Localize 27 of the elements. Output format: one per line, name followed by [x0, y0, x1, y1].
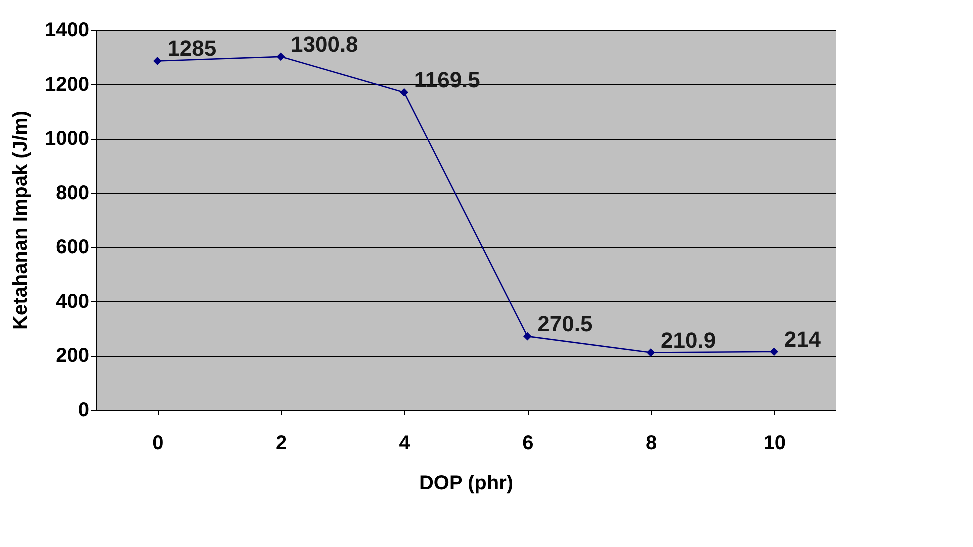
- data-label: 210.9: [661, 328, 716, 353]
- x-tick-label: 2: [276, 432, 288, 454]
- data-label: 1285: [168, 36, 217, 62]
- y-tick-label: 0: [78, 400, 90, 422]
- y-tick-label: 400: [56, 290, 90, 313]
- y-tick-label: 1400: [45, 20, 90, 42]
- data-label: 270.5: [538, 312, 593, 337]
- point: [400, 88, 409, 97]
- y-axis-title: Ketahanan Impak (J/m): [10, 111, 32, 330]
- x-tick-label: 4: [399, 432, 412, 454]
- point: [770, 348, 779, 356]
- x-tick-label: 0: [152, 432, 164, 454]
- x-tick-label: 6: [522, 432, 534, 454]
- data-label: 1300.8: [291, 32, 358, 57]
- point: [523, 332, 532, 341]
- y-tick-label: 1000: [45, 128, 90, 150]
- y-tick-label: 1200: [45, 74, 90, 96]
- point: [276, 52, 286, 62]
- y-tick-label: 600: [56, 236, 90, 259]
- y-tick-label: 200: [56, 345, 90, 368]
- x-tick-label: 10: [764, 432, 786, 454]
- point: [153, 57, 162, 66]
- point: [646, 348, 656, 357]
- y-tick-label: 800: [56, 182, 90, 204]
- data-label: 214: [784, 326, 822, 352]
- x-tick-label: 8: [646, 432, 658, 454]
- x-axis-title: DOP (phr): [419, 472, 514, 494]
